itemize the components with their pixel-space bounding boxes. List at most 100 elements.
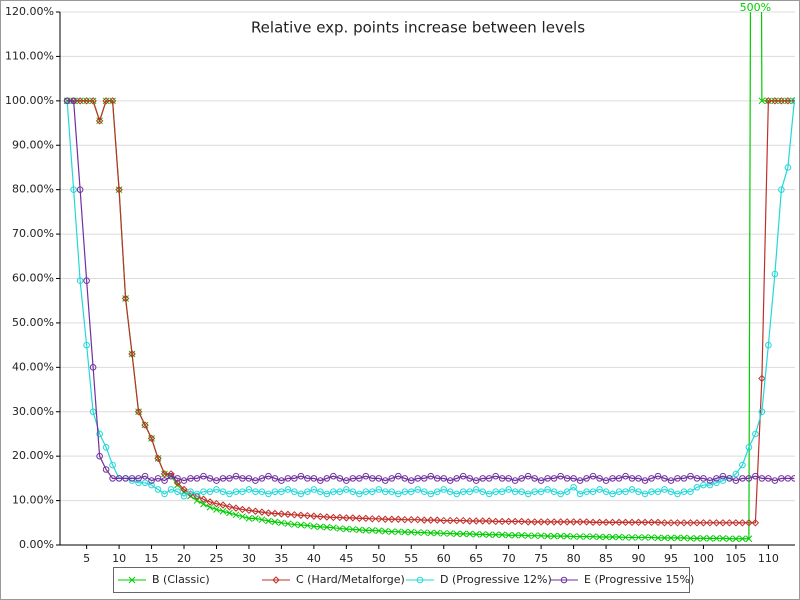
marker [277,510,286,518]
marker [297,490,305,498]
marker [102,466,110,473]
marker [700,534,707,542]
marker [206,475,214,482]
marker [674,475,681,482]
x-tick-label: 45 [339,552,353,565]
marker [362,514,370,523]
marker [563,488,571,496]
marker [635,488,642,496]
marker [76,97,84,105]
marker [706,477,714,484]
marker [635,475,642,482]
marker [745,535,753,543]
marker [225,503,234,511]
marker [317,523,324,531]
y-tick-label: 30.00% [12,405,54,418]
marker [317,477,324,484]
marker [76,277,84,285]
marker [213,506,220,513]
marker [498,531,506,539]
marker [180,477,188,484]
marker [505,531,513,539]
marker [427,529,435,537]
marker [524,472,532,480]
marker [479,475,486,482]
marker [589,518,597,527]
marker [63,97,71,105]
marker [355,526,363,534]
marker [466,488,474,496]
marker [89,364,97,371]
marker [453,516,461,525]
marker [680,488,688,496]
marker [304,488,311,496]
marker [330,488,337,496]
marker [667,477,675,484]
marker [414,515,422,524]
marker [128,576,136,584]
marker [420,475,428,482]
marker [349,475,357,482]
marker [654,534,662,542]
marker [278,477,285,484]
marker [433,516,441,524]
marker [576,490,584,498]
marker [102,97,110,105]
marker [589,488,597,496]
marker [596,533,603,541]
marker [388,475,396,482]
marker [213,477,220,484]
marker [667,534,675,542]
y-tick-label: 110.00% [5,49,54,62]
marker [232,488,240,496]
marker [329,513,338,522]
marker [777,97,786,105]
marker [686,519,695,527]
marker [388,515,396,523]
marker [167,470,175,478]
marker [200,472,207,480]
marker [297,472,305,480]
marker [187,488,194,496]
y-tick-label: 60.00% [12,272,54,285]
marker [602,477,610,484]
marker [310,475,318,482]
marker [226,475,233,482]
marker [446,477,454,484]
marker [148,477,155,484]
marker [401,515,409,524]
x-tick-label: 10 [112,552,126,565]
marker [498,475,506,482]
marker [713,475,720,482]
marker [485,475,493,482]
marker [161,477,168,484]
marker [420,516,428,524]
chart-title: Relative exp. points increase between le… [251,19,585,37]
y-tick-label: 50.00% [12,316,54,329]
marker [349,526,357,533]
marker [479,488,486,496]
marker [459,530,467,538]
marker [634,518,643,527]
marker [667,488,675,496]
marker [511,488,519,496]
marker [530,518,539,526]
marker [135,479,142,487]
marker [576,533,584,540]
marker [206,488,214,496]
marker [206,498,214,506]
marker [388,488,396,496]
marker [517,517,526,526]
marker [232,511,240,519]
marker [738,519,747,527]
marker [407,528,415,536]
marker [180,485,188,494]
marker [245,506,253,515]
marker [791,97,795,105]
marker [661,534,668,542]
marker [615,475,623,482]
marker [667,519,675,527]
marker [758,97,766,105]
marker [427,472,435,480]
marker [362,488,370,496]
